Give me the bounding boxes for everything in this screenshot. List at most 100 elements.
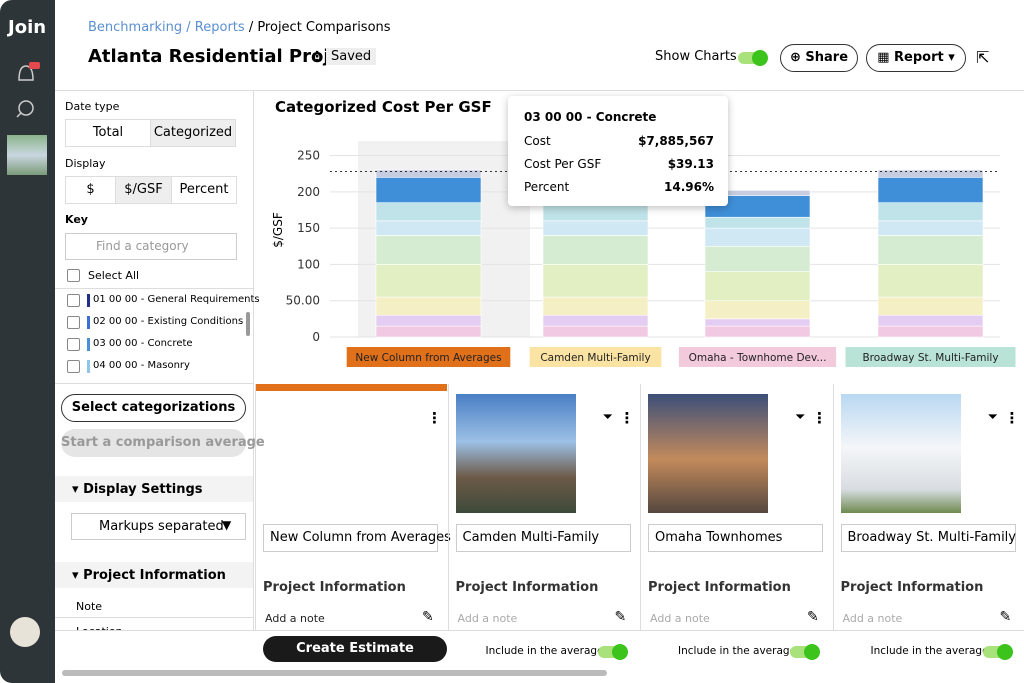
- bar-segment: [542, 264, 649, 298]
- category-tag: [845, 347, 1016, 367]
- note-input[interactable]: Add a note: [650, 612, 710, 625]
- column-name[interactable]: Omaha Townhomes: [648, 524, 823, 552]
- y-tick-label: 150: [297, 221, 320, 235]
- scrollbar[interactable]: [62, 670, 607, 676]
- key-swatch: [87, 338, 90, 351]
- chart-title: Categorized Cost Per GSF: [275, 98, 492, 116]
- include-toggle[interactable]: [790, 644, 820, 660]
- logo[interactable]: Join: [8, 17, 47, 38]
- display-option[interactable]: Percent: [171, 176, 237, 204]
- caret: ▼: [222, 518, 232, 532]
- include-label: Include in the average: [678, 645, 797, 657]
- checkbox[interactable]: [67, 338, 80, 351]
- column-menu[interactable]: ⋮: [1004, 409, 1020, 427]
- export-icon[interactable]: ⇱: [976, 48, 990, 67]
- y-tick-label: 0: [312, 330, 320, 344]
- project-image[interactable]: [840, 394, 961, 513]
- column-menu[interactable]: ⋮: [812, 409, 827, 427]
- column-name[interactable]: Broadway St. Multi-Family: [840, 524, 1016, 552]
- more-menu[interactable]: ⋮: [310, 49, 324, 65]
- key-label[interactable]: 02 00 00 - Existing Conditions: [93, 316, 244, 327]
- bar-segment: [542, 296, 649, 316]
- section-header[interactable]: [55, 476, 253, 502]
- category-tag: [346, 347, 511, 367]
- column-highlight: [255, 384, 447, 391]
- include-toggle[interactable]: [982, 644, 1013, 660]
- filter-icon[interactable]: ⏷: [602, 410, 613, 425]
- checkbox[interactable]: [67, 269, 80, 282]
- select-categorizations-button[interactable]: Select categorizations: [61, 394, 246, 422]
- avatar[interactable]: [10, 617, 40, 647]
- note-input[interactable]: Add a note: [842, 612, 903, 625]
- key-swatch: [87, 316, 90, 329]
- comparison-average-button[interactable]: Start a comparison average: [61, 429, 265, 457]
- column-menu[interactable]: ⋮: [619, 409, 635, 427]
- show-charts-toggle[interactable]: [738, 50, 768, 66]
- nav-icons[interactable]: [15, 60, 41, 120]
- filter-icon[interactable]: ⏷: [987, 410, 998, 425]
- key-swatch: [87, 294, 90, 307]
- edit-icon[interactable]: ✎: [807, 609, 819, 625]
- include-label: Include in the average: [485, 645, 604, 657]
- bar-segment: [375, 220, 482, 236]
- breadcrumb-link[interactable]: Benchmarking / Reports: [88, 20, 245, 35]
- markups-select[interactable]: Markups separated: [71, 513, 246, 540]
- bar-segment: [877, 202, 984, 222]
- x-tick-label: New Column from Averages: [355, 352, 501, 364]
- project-thumbnail[interactable]: [7, 135, 47, 175]
- include-toggle[interactable]: [597, 644, 628, 660]
- section-header[interactable]: [55, 562, 253, 588]
- bar-segment: [704, 318, 811, 327]
- note-input[interactable]: Add a note: [265, 612, 325, 625]
- note-input[interactable]: Add a note: [457, 612, 518, 625]
- project-information[interactable]: Project Information: [83, 568, 226, 583]
- column-menu[interactable]: ⋮: [427, 409, 442, 427]
- display-settings[interactable]: Display Settings: [83, 482, 203, 497]
- select-all[interactable]: Select All: [88, 269, 140, 282]
- info-heading: Project Information: [648, 580, 791, 595]
- date-type-option[interactable]: Total: [65, 119, 151, 147]
- edit-icon[interactable]: ✎: [999, 609, 1012, 625]
- key-label[interactable]: 01 00 00 - General Requirements: [93, 294, 260, 305]
- column-name[interactable]: New Column from Averages: [263, 524, 451, 552]
- create-estimate-button[interactable]: Create Estimate: [263, 636, 447, 662]
- checkbox[interactable]: [67, 294, 80, 307]
- column-name[interactable]: Camden Multi-Family: [455, 524, 631, 552]
- column-card: [255, 384, 448, 632]
- bar-segment: [375, 314, 482, 327]
- page-title: Atlanta Residential Project: [88, 46, 361, 67]
- bar-segment: [542, 314, 649, 327]
- report-button[interactable]: ▦ Report ▾: [866, 44, 966, 72]
- search-input[interactable]: Find a category: [65, 233, 237, 260]
- bar-segment: [375, 169, 482, 178]
- filter-icon[interactable]: ⏷: [795, 410, 806, 425]
- list-scrollbar[interactable]: [246, 312, 250, 336]
- checkbox[interactable]: [67, 316, 80, 329]
- edit-icon[interactable]: ✎: [614, 609, 627, 625]
- share-button[interactable]: ⊕ Share: [780, 44, 858, 72]
- edit-icon[interactable]: ✎: [422, 609, 434, 625]
- key-label: Key: [65, 213, 88, 226]
- checkbox[interactable]: [67, 360, 80, 373]
- y-axis-label: $/GSF: [271, 212, 285, 248]
- share-label: Share: [805, 50, 849, 65]
- display-option[interactable]: $/GSF: [115, 176, 172, 204]
- tooltip-label: Percent: [524, 180, 570, 194]
- project-image[interactable]: [648, 394, 768, 513]
- field-label: Note: [76, 600, 103, 613]
- key-label[interactable]: 04 00 00 - Masonry: [93, 360, 190, 371]
- project-image[interactable]: [455, 394, 576, 513]
- key-label[interactable]: 03 00 00 - Concrete: [93, 338, 193, 349]
- bar-segment: [704, 271, 811, 302]
- key-swatch: [87, 360, 90, 373]
- date-type-option[interactable]: Categorized: [150, 119, 236, 147]
- tooltip-value: $39.13: [667, 157, 714, 171]
- bar-segment: [375, 176, 482, 204]
- bar-segment: [375, 325, 482, 338]
- display-option[interactable]: $: [65, 176, 116, 204]
- bar-segment: [877, 325, 984, 338]
- bar-segment: [542, 220, 649, 236]
- bar-segment: [375, 235, 482, 265]
- bar-segment: [704, 227, 811, 247]
